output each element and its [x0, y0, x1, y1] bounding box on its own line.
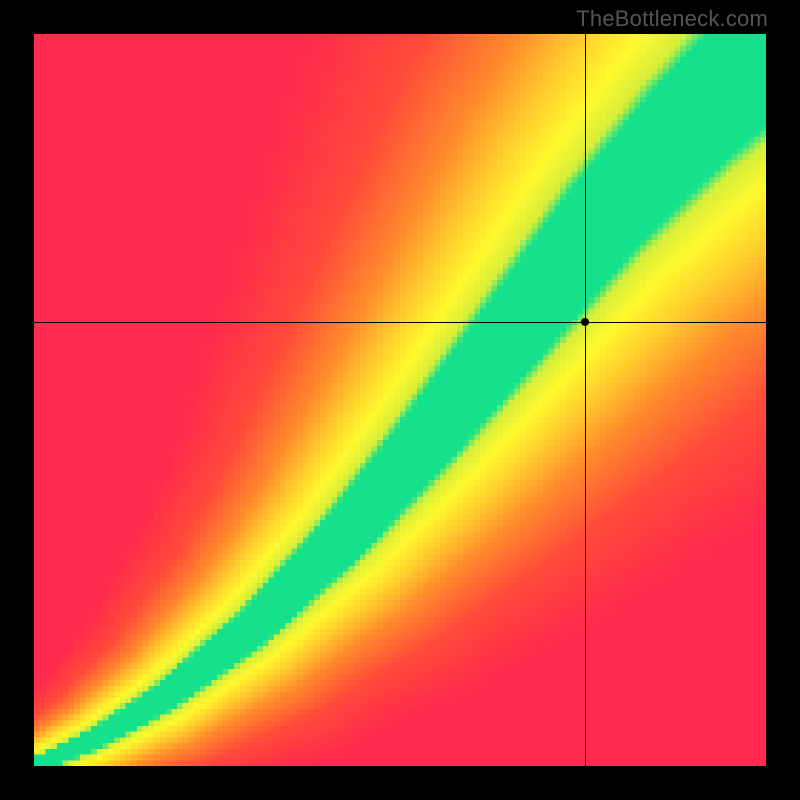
bottleneck-heatmap[interactable]	[34, 34, 766, 766]
heatmap-canvas	[34, 34, 766, 766]
watermark-text: TheBottleneck.com	[576, 6, 768, 32]
